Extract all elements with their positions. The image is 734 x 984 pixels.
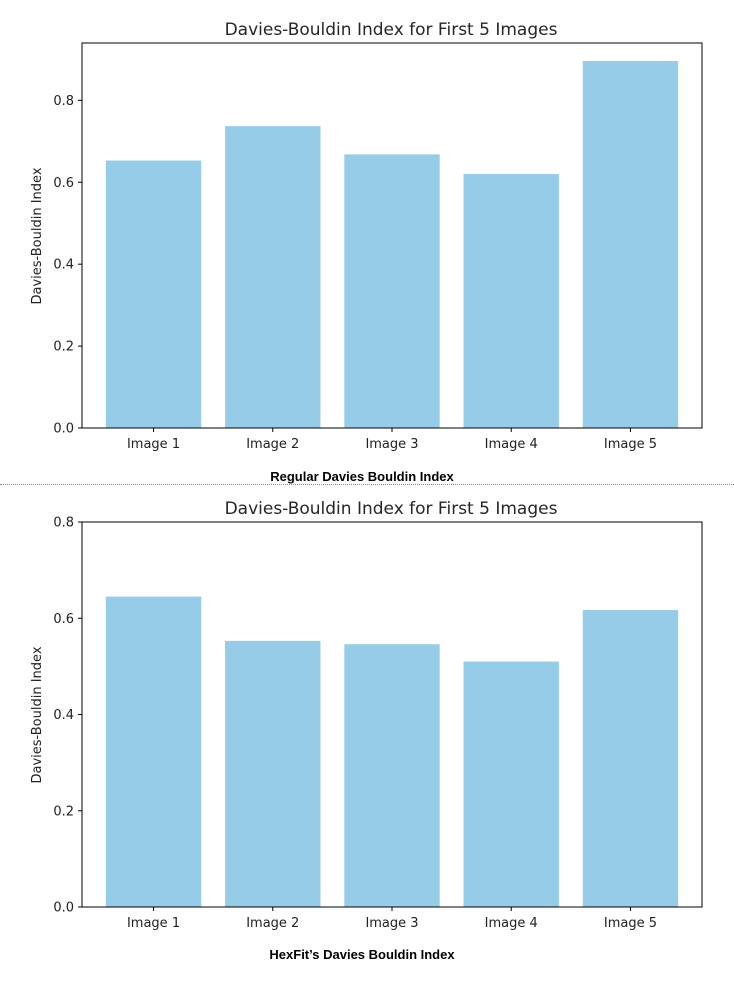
x-tick-label: Image 5 <box>604 916 657 931</box>
bars-group <box>105 596 679 907</box>
y-tick-label: 0.2 <box>53 340 74 355</box>
y-tick-label: 0.0 <box>53 901 74 916</box>
y-axis-label: Davies-Bouldin Index <box>30 167 45 304</box>
bar-1 <box>105 596 202 907</box>
x-tick-label: Image 2 <box>246 916 299 931</box>
plot-area-frame <box>81 42 703 429</box>
chart-caption: HexFit’s Davies Bouldin Index <box>269 947 455 962</box>
bar-3 <box>344 644 440 907</box>
panel-divider <box>0 484 734 485</box>
bar-4 <box>463 661 559 907</box>
y-tick-label: 0.8 <box>53 516 74 531</box>
y-tick-label: 0.2 <box>53 804 74 819</box>
bar-1 <box>105 160 202 429</box>
chart-title: Davies-Bouldin Index for First 5 Images <box>225 20 558 40</box>
x-ticks-group: Image 1 Image 2 Image 3 Image 4 Image 5 <box>127 428 657 452</box>
x-tick-label: Image 1 <box>127 437 180 452</box>
bar-5 <box>582 610 679 907</box>
x-tick-label: Image 4 <box>485 437 538 452</box>
bar-2 <box>225 640 321 907</box>
chart-panel-hexfit: Davies-Bouldin Index for First 5 Images … <box>0 486 734 984</box>
y-axis-label: Davies-Bouldin Index <box>30 646 45 783</box>
bar-2 <box>225 126 321 428</box>
bar-chart-regular: Davies-Bouldin Index for First 5 Images … <box>30 20 703 484</box>
chart-caption: Regular Davies Bouldin Index <box>270 469 454 484</box>
y-ticks-group: 0.0 0.2 0.4 0.6 0.8 <box>53 94 82 437</box>
x-tick-label: Image 1 <box>127 916 180 931</box>
chart-panel-regular: Davies-Bouldin Index for First 5 Images … <box>0 0 734 484</box>
y-tick-label: 0.6 <box>53 176 74 191</box>
plot-area-frame <box>81 521 703 908</box>
y-ticks-group: 0.0 0.2 0.4 0.6 0.8 <box>53 516 82 916</box>
y-tick-label: 0.0 <box>53 422 74 437</box>
bars-group <box>105 61 679 429</box>
bar-3 <box>344 154 440 429</box>
x-tick-label: Image 3 <box>365 437 418 452</box>
chart-title: Davies-Bouldin Index for First 5 Images <box>225 499 558 519</box>
bar-chart-hexfit: Davies-Bouldin Index for First 5 Images … <box>30 499 703 962</box>
y-tick-label: 0.6 <box>53 612 74 627</box>
x-ticks-group: Image 1 Image 2 Image 3 Image 4 Image 5 <box>127 907 657 931</box>
y-tick-label: 0.4 <box>53 258 74 273</box>
y-tick-label: 0.8 <box>53 94 74 109</box>
x-tick-label: Image 4 <box>485 916 538 931</box>
x-tick-label: Image 3 <box>365 916 418 931</box>
bar-4 <box>463 174 559 428</box>
bar-5 <box>582 61 679 429</box>
x-tick-label: Image 5 <box>604 437 657 452</box>
x-tick-label: Image 2 <box>246 437 299 452</box>
y-tick-label: 0.4 <box>53 708 74 723</box>
